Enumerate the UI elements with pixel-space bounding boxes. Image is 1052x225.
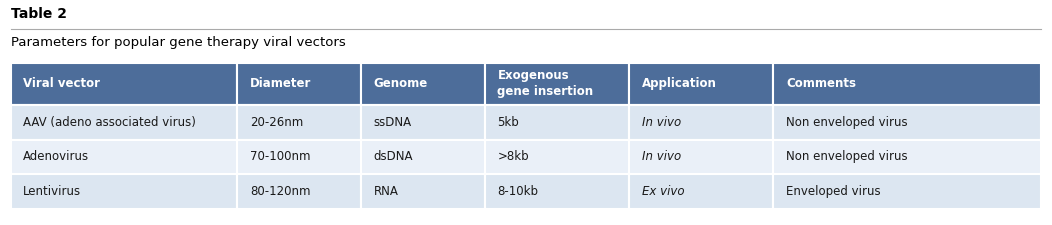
Text: Ex vivo: Ex vivo (642, 185, 685, 198)
Text: AAV (adeno associated virus): AAV (adeno associated virus) (23, 116, 196, 128)
Bar (11, 63, 238, 105)
Bar (238, 174, 361, 209)
Text: Diameter: Diameter (250, 77, 311, 90)
Bar (238, 105, 361, 140)
Text: RNA: RNA (373, 185, 399, 198)
Text: In vivo: In vivo (642, 151, 681, 163)
Text: Genome: Genome (373, 77, 428, 90)
Text: In vivo: In vivo (642, 116, 681, 128)
Text: Non enveloped virus: Non enveloped virus (786, 151, 908, 163)
Text: Application: Application (642, 77, 716, 90)
Bar (361, 140, 485, 174)
Text: Exogenous
gene insertion: Exogenous gene insertion (498, 69, 593, 98)
Bar (361, 174, 485, 209)
Bar (485, 174, 629, 209)
Text: 8-10kb: 8-10kb (498, 185, 539, 198)
Text: Non enveloped virus: Non enveloped virus (786, 116, 908, 128)
Text: Lentivirus: Lentivirus (23, 185, 81, 198)
Text: 5kb: 5kb (498, 116, 519, 128)
Text: Enveloped virus: Enveloped virus (786, 185, 881, 198)
Bar (361, 63, 485, 105)
Text: dsDNA: dsDNA (373, 151, 413, 163)
Text: 70-100nm: 70-100nm (250, 151, 310, 163)
Bar (773, 63, 1041, 105)
Text: ssDNA: ssDNA (373, 116, 411, 128)
Text: 80-120nm: 80-120nm (250, 185, 310, 198)
Text: Adenovirus: Adenovirus (23, 151, 89, 163)
Bar (629, 174, 773, 209)
Text: >8kb: >8kb (498, 151, 529, 163)
Bar (629, 140, 773, 174)
Bar (11, 140, 238, 174)
Bar (773, 140, 1041, 174)
Bar (773, 105, 1041, 140)
Bar (238, 140, 361, 174)
Bar (11, 174, 238, 209)
Bar (485, 63, 629, 105)
Bar (629, 63, 773, 105)
Bar (361, 105, 485, 140)
Bar (485, 105, 629, 140)
Bar (629, 105, 773, 140)
Text: Table 2: Table 2 (11, 7, 66, 21)
Text: 20-26nm: 20-26nm (250, 116, 303, 128)
Bar (238, 63, 361, 105)
Bar (11, 105, 238, 140)
Bar (485, 140, 629, 174)
Text: Parameters for popular gene therapy viral vectors: Parameters for popular gene therapy vira… (11, 36, 345, 49)
Bar (773, 174, 1041, 209)
Text: Viral vector: Viral vector (23, 77, 100, 90)
Text: Comments: Comments (786, 77, 856, 90)
